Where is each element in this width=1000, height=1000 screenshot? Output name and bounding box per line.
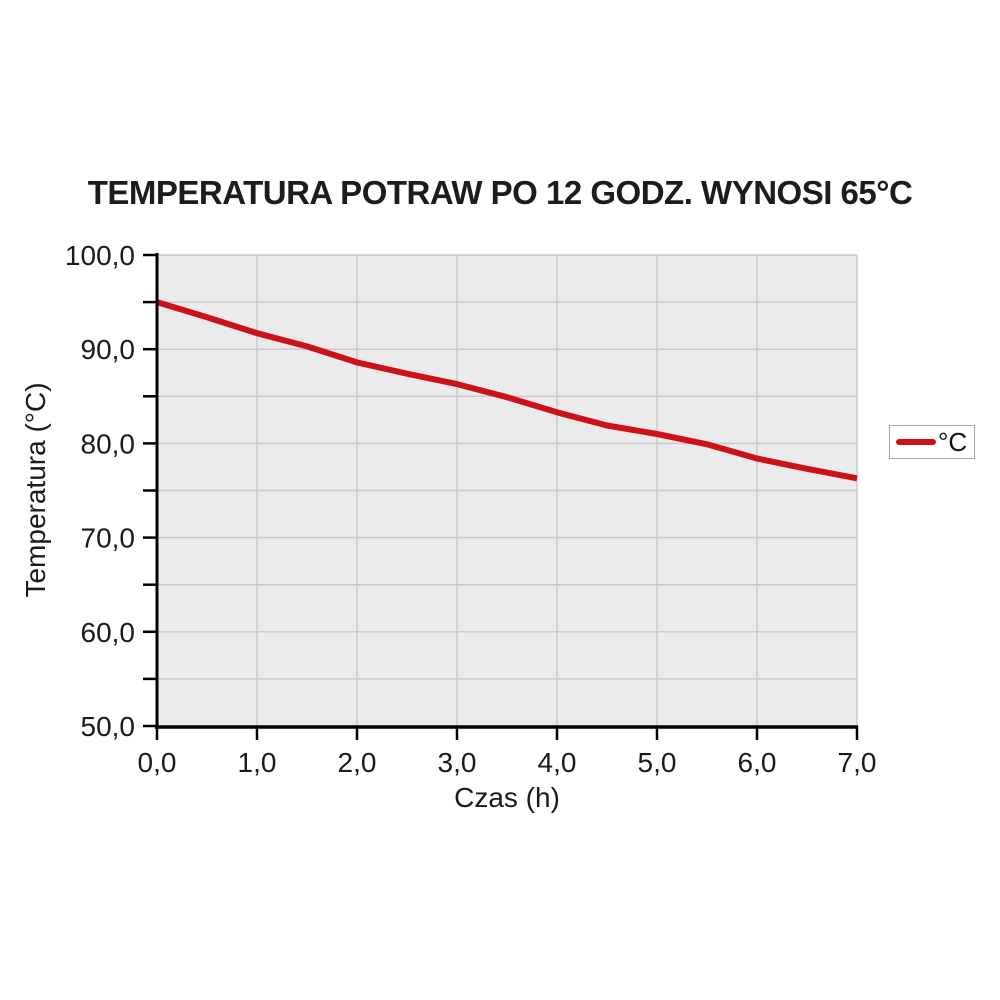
legend: °C [889, 425, 976, 459]
y-tick-label: 60,0 [81, 617, 136, 648]
x-tick-label: 5,0 [638, 747, 677, 778]
x-tick-label: 0,0 [138, 747, 177, 778]
x-tick-label: 3,0 [438, 747, 477, 778]
x-tick-label: 7,0 [838, 747, 877, 778]
series-line-0 [156, 299, 858, 482]
legend-label: °C [938, 427, 968, 457]
x-tick-label: 1,0 [238, 747, 277, 778]
x-axis-title: Czas (h) [454, 782, 560, 813]
series-line-swatch [896, 439, 936, 445]
y-axis-title: Temperatura (°C) [20, 382, 51, 598]
x-tick-label: 2,0 [338, 747, 377, 778]
y-tick-label: 50,0 [81, 711, 136, 742]
y-tick-label: 80,0 [81, 428, 136, 459]
x-tick-label: 6,0 [738, 747, 777, 778]
chart-title: TEMPERATURA POTRAW PO 12 GODZ. WYNOSI 65… [87, 174, 913, 211]
y-tick-label: 100,0 [65, 240, 135, 271]
y-tick-label: 70,0 [81, 523, 136, 554]
x-tick-label: 4,0 [538, 747, 577, 778]
y-tick-label: 90,0 [81, 334, 136, 365]
